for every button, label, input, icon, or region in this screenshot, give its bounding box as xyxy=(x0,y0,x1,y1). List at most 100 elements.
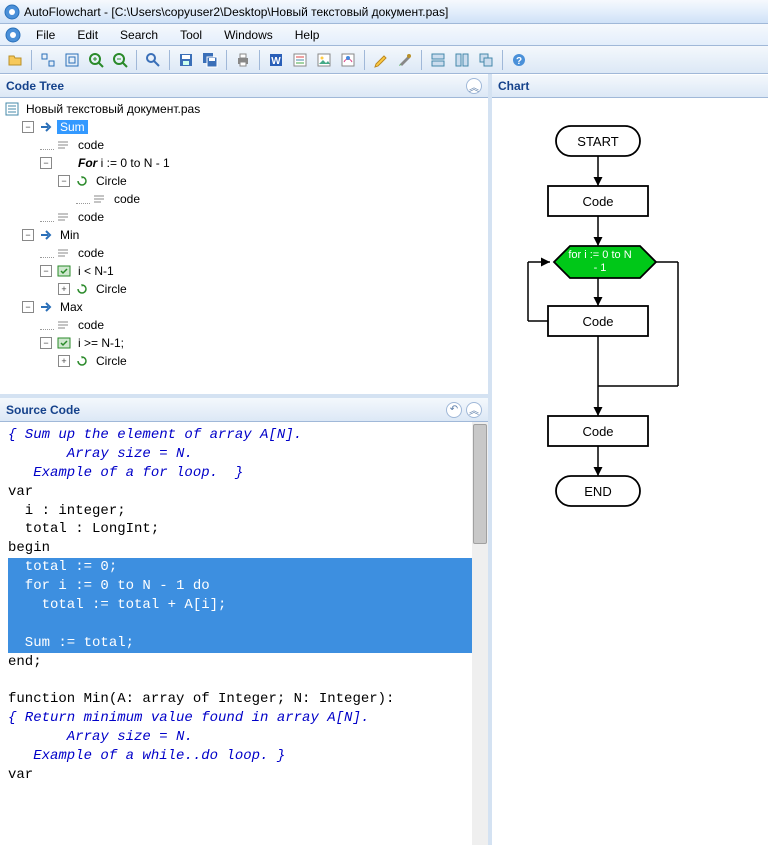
app-icon-small xyxy=(4,26,22,44)
menu-search[interactable]: Search xyxy=(110,26,168,44)
svg-text:?: ? xyxy=(516,56,522,67)
collapse-icon[interactable]: ︽ xyxy=(466,402,482,418)
tool-save-all[interactable] xyxy=(199,49,221,71)
code-line: { Return minimum value found in array A[… xyxy=(8,709,480,728)
tree-toggle-icon[interactable]: − xyxy=(40,265,52,277)
tree-toggle-icon[interactable]: + xyxy=(58,283,70,295)
tree-root[interactable]: Новый текстовый документ.pas xyxy=(4,100,484,118)
tool-zoom-fit[interactable] xyxy=(61,49,83,71)
tree-node-label: Circle xyxy=(93,282,130,296)
tree-node-label: For i := 0 to N - 1 xyxy=(75,156,173,170)
tree-toggle-icon[interactable]: − xyxy=(22,301,34,313)
toolbar-separator xyxy=(226,50,227,70)
source-code-body[interactable]: { Sum up the element of array A[N]. Arra… xyxy=(0,422,488,845)
node-end: END xyxy=(584,484,611,499)
menu-file[interactable]: File xyxy=(26,26,65,44)
scrollbar[interactable] xyxy=(472,422,488,845)
toolbar-separator xyxy=(364,50,365,70)
toolbar-separator xyxy=(136,50,137,70)
tree-node[interactable]: code xyxy=(4,316,484,334)
tree-toggle-icon[interactable]: − xyxy=(40,337,52,349)
tool-zoom-in[interactable] xyxy=(85,49,107,71)
tree-toggle-icon[interactable]: − xyxy=(22,229,34,241)
collapse-icon[interactable]: ︽ xyxy=(466,78,482,94)
tree-toggle-icon[interactable]: − xyxy=(40,157,52,169)
menu-windows[interactable]: Windows xyxy=(214,26,283,44)
code-icon xyxy=(56,210,72,224)
tool-export-rtf[interactable] xyxy=(289,49,311,71)
tree-node[interactable]: code xyxy=(4,190,484,208)
menu-tool[interactable]: Tool xyxy=(170,26,212,44)
tree-connector xyxy=(76,195,90,204)
tool-zoom-out[interactable] xyxy=(109,49,131,71)
toolbar-separator xyxy=(169,50,170,70)
tool-print[interactable] xyxy=(232,49,254,71)
app-icon xyxy=(4,4,20,20)
tool-export-img[interactable] xyxy=(313,49,335,71)
code-icon xyxy=(56,318,72,332)
source-code-title: Source Code xyxy=(6,403,80,417)
tree-toggle-icon[interactable]: − xyxy=(58,175,70,187)
chart-canvas[interactable]: START Code for i := 0 to N - 1 Code xyxy=(492,98,768,845)
chart-title: Chart xyxy=(498,79,529,93)
menubar: File Edit Search Tool Windows Help xyxy=(0,24,768,46)
tool-zoom-reset[interactable] xyxy=(37,49,59,71)
tool-settings[interactable] xyxy=(394,49,416,71)
tree-connector xyxy=(40,213,54,222)
toolbar-separator xyxy=(31,50,32,70)
tree-node[interactable]: −Circle xyxy=(4,172,484,190)
cond-icon xyxy=(56,264,72,278)
tool-export-svg[interactable] xyxy=(337,49,359,71)
code-tree[interactable]: Новый текстовый документ.pas−Sumcode−For… xyxy=(0,98,488,398)
undo-icon[interactable]: ↶ xyxy=(446,402,462,418)
tree-node[interactable]: −i < N-1 xyxy=(4,262,484,280)
tree-node[interactable]: −Min xyxy=(4,226,484,244)
tree-toggle-icon[interactable]: + xyxy=(58,355,70,367)
arrow-blue-icon xyxy=(38,300,54,314)
tool-export-word[interactable]: W xyxy=(265,49,287,71)
code-line: total := 0; xyxy=(8,558,480,577)
tree-node-label: Sum xyxy=(57,120,88,134)
arrow-blue-icon xyxy=(38,120,54,134)
tree-node-label: Circle xyxy=(93,354,130,368)
tree-node[interactable]: −Max xyxy=(4,298,484,316)
for-icon xyxy=(56,156,72,170)
node-code1: Code xyxy=(582,194,613,209)
tool-tile-h[interactable] xyxy=(427,49,449,71)
tool-help[interactable]: ? xyxy=(508,49,530,71)
code-icon xyxy=(92,192,108,206)
code-line: begin xyxy=(8,539,480,558)
tree-node[interactable]: code xyxy=(4,244,484,262)
tree-root-label: Новый текстовый документ.pas xyxy=(23,102,203,116)
menu-edit[interactable]: Edit xyxy=(67,26,108,44)
tool-open[interactable] xyxy=(4,49,26,71)
tree-node[interactable]: code xyxy=(4,136,484,154)
tool-find[interactable] xyxy=(142,49,164,71)
tree-node[interactable]: − Sum xyxy=(4,118,484,136)
titlebar: AutoFlowchart - [C:\Users\copyuser2\Desk… xyxy=(0,0,768,24)
toolbar-separator xyxy=(502,50,503,70)
window-title: AutoFlowchart - [C:\Users\copyuser2\Desk… xyxy=(24,5,448,19)
tool-edit[interactable] xyxy=(370,49,392,71)
tree-node[interactable]: − For i := 0 to N - 1 xyxy=(4,154,484,172)
tool-save[interactable] xyxy=(175,49,197,71)
toolbar-separator xyxy=(259,50,260,70)
tree-toggle-icon[interactable]: − xyxy=(22,121,34,133)
code-line: Sum := total; xyxy=(8,634,480,653)
node-loop-l2: - 1 xyxy=(594,262,607,274)
tree-node[interactable]: code xyxy=(4,208,484,226)
menu-help[interactable]: Help xyxy=(285,26,330,44)
scrollbar-thumb[interactable] xyxy=(473,424,487,544)
source-code-header: Source Code ↶ ︽ xyxy=(0,398,488,422)
tree-node[interactable]: + Circle xyxy=(4,352,484,370)
code-line: for i := 0 to N - 1 do xyxy=(8,577,480,596)
tree-connector xyxy=(40,141,54,150)
code-tree-header: Code Tree ︽ xyxy=(0,74,488,98)
tree-node-label: code xyxy=(75,210,107,224)
tool-tile-v[interactable] xyxy=(451,49,473,71)
tree-node[interactable]: + Circle xyxy=(4,280,484,298)
tool-cascade[interactable] xyxy=(475,49,497,71)
code-icon xyxy=(56,138,72,152)
code-line: end; xyxy=(8,653,480,672)
tree-node[interactable]: −i >= N-1; xyxy=(4,334,484,352)
